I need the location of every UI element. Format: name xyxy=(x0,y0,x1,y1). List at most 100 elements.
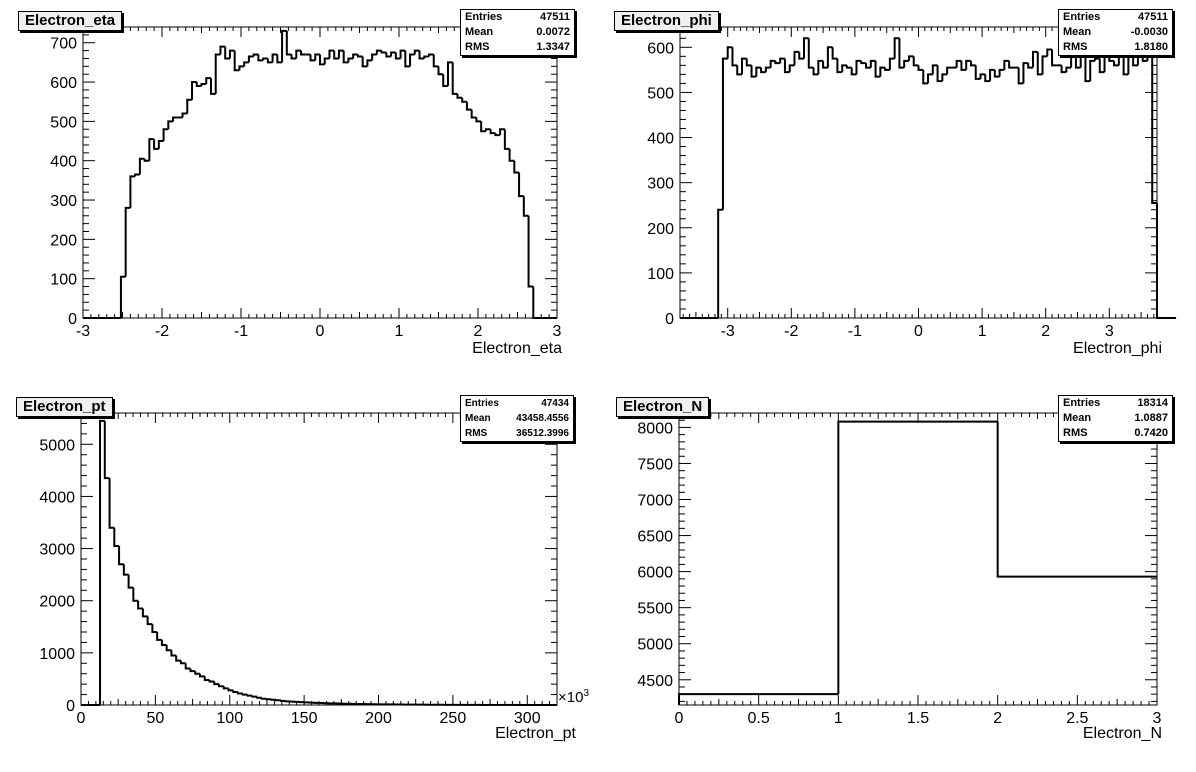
histogram-bin xyxy=(195,82,202,87)
histogram-bin xyxy=(1008,60,1014,69)
histogram-bin xyxy=(179,660,186,665)
histogram-bin xyxy=(484,128,491,132)
histogram-bin xyxy=(465,101,472,111)
stats-entries-value: 47434 xyxy=(541,398,569,409)
stats-rms-label: RMS xyxy=(1063,427,1088,439)
histogram-bin xyxy=(390,51,396,57)
histogram-bin xyxy=(884,67,890,71)
histogram-bin xyxy=(186,98,193,114)
x-tick-label: 0 xyxy=(914,323,923,340)
stats-rms-value: 1.8180 xyxy=(1134,41,1168,53)
histogram-bin xyxy=(132,587,139,602)
histogram-bin xyxy=(270,698,277,701)
histogram-bin xyxy=(271,53,278,63)
y-tick-label: 300 xyxy=(647,176,674,193)
histogram-bin xyxy=(276,54,283,64)
histogram-bin xyxy=(113,527,120,547)
histogram-bin xyxy=(232,690,239,693)
histogram-bin xyxy=(119,275,126,318)
histogram-bin xyxy=(456,93,463,99)
y-tick-label: 4500 xyxy=(637,673,673,690)
histogram-bin xyxy=(246,694,253,697)
histogram-bin xyxy=(788,64,795,73)
y-tick-label: 2000 xyxy=(39,594,75,611)
histogram-bin xyxy=(337,49,344,59)
y-tick-label: 400 xyxy=(50,154,77,171)
x-tick-label: 3 xyxy=(1153,710,1162,727)
histogram-bin xyxy=(295,49,302,59)
stats-rms-label: RMS xyxy=(465,41,490,53)
stats-mean-value: 1.0887 xyxy=(1134,412,1168,424)
y-tick-label: 200 xyxy=(50,232,77,249)
histogram-bin xyxy=(822,60,828,69)
histogram-bin xyxy=(451,62,458,95)
histogram-bin xyxy=(129,175,136,208)
histogram-bin xyxy=(888,57,895,70)
histogram-bin xyxy=(798,51,805,60)
histogram-bin xyxy=(184,663,191,670)
histogram-bin xyxy=(1151,49,1157,204)
x-tick-label: 300 xyxy=(514,710,541,727)
histogram-bin xyxy=(352,53,358,59)
histogram-bin xyxy=(203,676,210,681)
histogram-bin xyxy=(912,56,919,67)
histogram-bin xyxy=(200,83,207,86)
y-tick-label: 0 xyxy=(66,698,75,715)
histogram-bin xyxy=(160,639,167,647)
histogram-bin xyxy=(446,61,453,86)
histogram-bin xyxy=(1093,57,1100,61)
histogram-bin xyxy=(480,121,486,133)
histogram-bin xyxy=(931,64,938,75)
y-tick-label: 500 xyxy=(50,114,77,131)
histogram-bin xyxy=(423,55,430,59)
histogram-bin xyxy=(522,196,529,217)
histogram-bin xyxy=(275,699,281,702)
histogram-bin xyxy=(461,97,467,103)
histogram-bin xyxy=(1003,59,1010,70)
histogram-bin xyxy=(1041,55,1048,75)
histogram-bin xyxy=(1065,66,1072,73)
stats-rms-label: RMS xyxy=(1063,41,1088,53)
histogram-bin xyxy=(745,58,752,67)
histogram-bin xyxy=(1027,63,1033,69)
x-tick-label: 3 xyxy=(553,323,562,340)
y-tick-label: 7000 xyxy=(637,493,673,510)
histogram-bin xyxy=(1098,58,1105,74)
histogram-bin xyxy=(156,632,162,641)
histogram-bin xyxy=(893,37,900,59)
histogram-bin xyxy=(865,63,871,69)
x-tick-label: 0.5 xyxy=(748,710,770,727)
x-tick-label: 2 xyxy=(474,323,483,340)
x-tick-label: -2 xyxy=(155,323,169,340)
title-box-phi: Electron_phi xyxy=(614,11,719,31)
x-tick-label: -1 xyxy=(234,323,248,340)
histogram-bin xyxy=(205,77,211,85)
x-tick-label: 2.5 xyxy=(1066,710,1088,727)
histogram-bin xyxy=(850,67,857,76)
histogram-bin xyxy=(974,65,981,80)
histogram-bin xyxy=(170,650,177,657)
x-tick-label: 0 xyxy=(77,710,86,727)
y-tick-label: 5000 xyxy=(39,437,75,454)
histogram-bin xyxy=(736,65,743,76)
x-tick-label: 50 xyxy=(146,710,164,727)
histogram-bin xyxy=(199,673,205,678)
stats-rms-label: RMS xyxy=(465,428,488,439)
histogram-bin xyxy=(817,59,824,75)
histogram-bin xyxy=(409,53,415,67)
histogram-bin xyxy=(1113,60,1119,67)
histogram-bin xyxy=(979,73,986,79)
x-tick-label: 1.5 xyxy=(907,710,929,727)
histogram-bin xyxy=(209,78,216,95)
histogram-bin xyxy=(238,65,245,71)
histogram-bin xyxy=(233,50,240,72)
x-tick-label: 150 xyxy=(291,710,318,727)
histogram-bin xyxy=(214,53,221,94)
y-tick-label: 5000 xyxy=(637,637,673,654)
title-box-pt: Electron_pt xyxy=(16,397,113,417)
histogram-bin xyxy=(218,684,224,688)
histogram-bin xyxy=(224,46,230,60)
histogram-bin xyxy=(252,53,259,57)
histogram-bin xyxy=(300,50,306,56)
stats-rms-value: 1.3347 xyxy=(536,41,570,53)
